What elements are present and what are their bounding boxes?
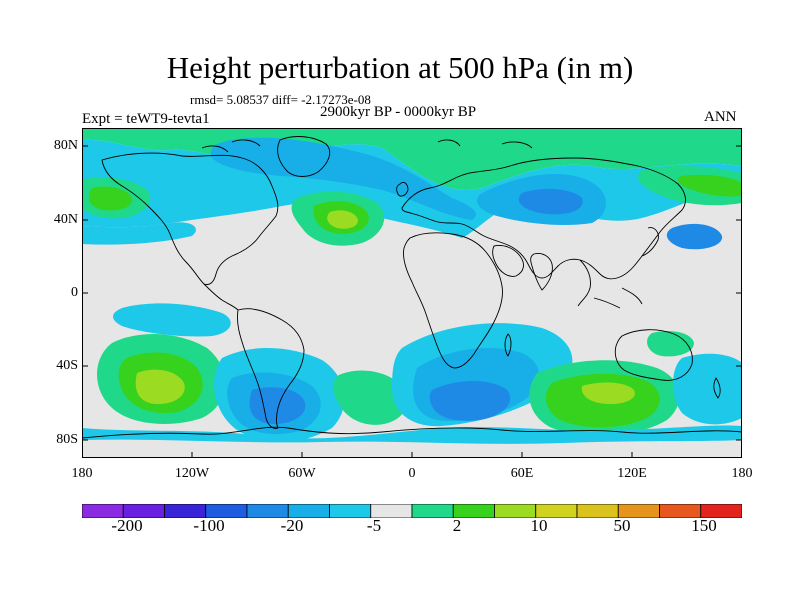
colorbar-label-50: 50: [613, 516, 631, 535]
coast-india: [530, 253, 553, 291]
colorbar: [82, 504, 742, 518]
coast-southeast-asia: [577, 259, 643, 309]
lon-label-180w: 180: [71, 466, 93, 481]
colorbar-label-minus20: -20: [280, 516, 304, 535]
coast-africa: [403, 232, 503, 369]
lon-label-60w: 60W: [288, 466, 316, 481]
colorbar-label-minus5: -5: [366, 516, 382, 535]
colorbar-label-150: 150: [691, 516, 717, 535]
contour-indian-ocean-negative-strong: [429, 381, 511, 421]
map-plot: [82, 128, 742, 458]
coast-europe-asia: [401, 157, 686, 280]
stats-text: rmsd= 5.08537 diff= -2.17273e-08: [190, 92, 371, 107]
contour-east-pacific-positive-core: [677, 174, 742, 197]
contour-pacific-negative: [666, 223, 723, 250]
axis-ticks: [82, 145, 742, 458]
coast-madagascar: [504, 333, 512, 357]
lat-label-80n: 80N: [53, 138, 78, 153]
contour-south-atlantic-negative-strong: [249, 387, 306, 424]
contour-west-pacific-positive-core: [88, 186, 133, 211]
contour-siberia-negative-strong: [518, 188, 583, 215]
lon-label-0: 0: [408, 466, 416, 481]
coast-japan: [641, 227, 659, 257]
season-label: ANN: [704, 109, 737, 125]
lon-label-180e: 180: [731, 466, 753, 481]
lat-label-40s: 40S: [56, 358, 78, 373]
coast-antarctica: [82, 426, 742, 439]
coast-uk: [396, 181, 409, 197]
coast-central-america: [203, 283, 239, 311]
contour-north-negative-core: [210, 137, 476, 220]
lon-label-120e: 120E: [617, 466, 647, 481]
colorbar-label-minus100: -100: [193, 516, 225, 535]
contour-south-pacific-negative: [673, 353, 742, 425]
coast-arctic-islands: [201, 139, 533, 153]
coast-greenland: [277, 136, 331, 177]
contour-tropical-negative: [113, 303, 231, 337]
contour-atlantic-positive-peak: [327, 210, 358, 229]
colorbar-segment-15: [700, 504, 742, 518]
lon-label-120w: 120W: [174, 466, 210, 481]
contour-south-indian-positive-peak: [581, 382, 635, 404]
figure-title: Height perturbation at 500 hPa (in m): [166, 50, 634, 85]
coast-north-america: [101, 152, 279, 285]
colorbar-label-2: 2: [452, 516, 462, 535]
coast-australia: [614, 329, 693, 381]
contour-south-pacific-positive-peak: [135, 369, 185, 404]
coastlines: [82, 136, 742, 439]
experiment-label: Expt = teWT9-tevta1: [82, 111, 210, 127]
contour-tropical-positive: [647, 331, 694, 357]
lat-label-40n: 40N: [53, 212, 78, 227]
coast-south-america: [237, 308, 305, 429]
coast-new-zealand: [713, 377, 721, 399]
period-text: 2900kyr BP - 0000kyr BP: [320, 104, 477, 120]
lat-label-80s: 80S: [56, 432, 78, 447]
colorbar-label-10: 10: [530, 516, 548, 535]
coast-arabia: [492, 245, 524, 277]
colorbar-label-minus200: -200: [111, 516, 143, 535]
lat-label-0: 0: [71, 285, 78, 300]
lon-label-60e: 60E: [510, 466, 534, 481]
contour-antarctic-light: [82, 439, 742, 458]
contour-south-positive-ring: [333, 370, 408, 425]
